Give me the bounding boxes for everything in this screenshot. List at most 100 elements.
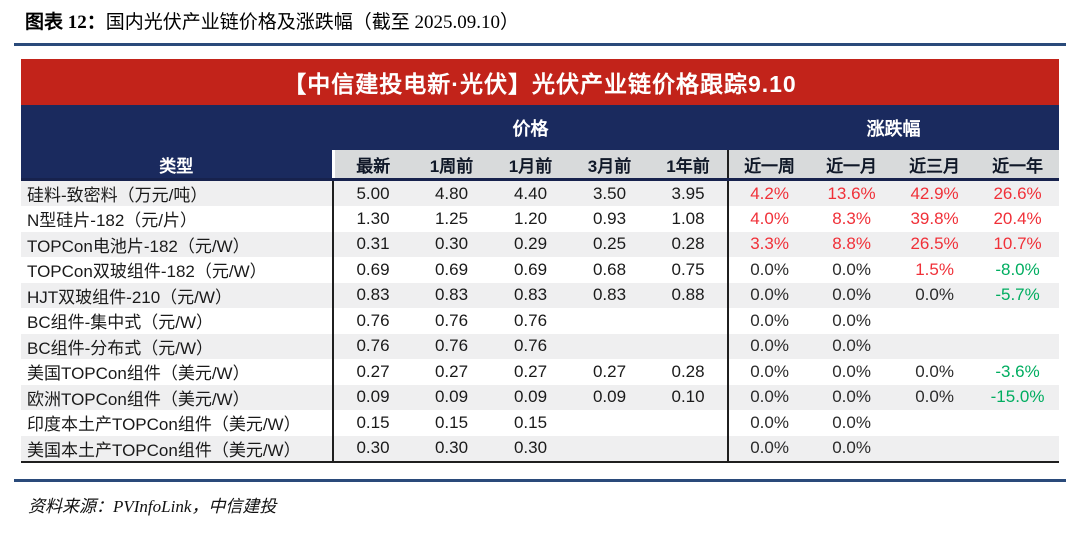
price-cell: 1.30 — [356, 208, 390, 228]
column-header-chg-1w: 近一周 — [727, 150, 811, 181]
price-cell: 0.83 — [592, 285, 627, 305]
price-cell — [649, 410, 728, 436]
change-cell: 0.0% — [727, 257, 811, 283]
price-cell: 0.75 — [671, 259, 705, 279]
change-cell: 0.0% — [832, 361, 871, 381]
pv-price-table: 价格 涨跌幅 类型 最新 1周前 1月前 3月前 1年前 近一周 近一月 近三月… — [21, 105, 1060, 463]
column-header-chg-1y: 近一年 — [976, 150, 1060, 181]
row-label: N型硅片-182（元/片） — [21, 206, 334, 232]
price-cell: 3.95 — [671, 183, 705, 203]
row-label: 美国本土产TOPCon组件（美元/W） — [21, 435, 334, 463]
table-title-banner: 【中信建投电新·光伏】光伏产业链价格跟踪9.10 — [21, 59, 1059, 105]
change-cell: 0.0% — [832, 310, 871, 330]
change-cell: 0.0% — [727, 359, 811, 385]
price-cell — [570, 435, 649, 463]
change-cell — [893, 410, 976, 436]
change-cell: 26.5% — [910, 234, 959, 254]
change-cell — [976, 435, 1060, 463]
change-cell — [976, 334, 1059, 360]
price-cell: 0.76 — [434, 336, 469, 356]
row-label: HJT双玻组件-210（元/W） — [21, 282, 334, 308]
price-cell: 1.20 — [513, 208, 548, 228]
row-label: 美国TOPCon组件（美元/W） — [21, 359, 334, 385]
change-cell: 0.0% — [915, 285, 954, 305]
price-cell — [570, 410, 649, 436]
change-cell — [893, 334, 976, 360]
table-row: 美国本土产TOPCon组件（美元/W） 0.30 0.30 0.30 0.0% … — [21, 435, 1060, 463]
change-cell: 0.0% — [810, 435, 894, 463]
price-cell: 0.09 — [434, 387, 469, 407]
group-header-row: 价格 涨跌幅 — [21, 105, 1060, 150]
table-row: BC组件-分布式（元/W） 0.76 0.76 0.76 0.0% 0.0% — [21, 333, 1060, 360]
change-cell — [976, 308, 1059, 334]
change-cell: -5.7% — [995, 285, 1040, 305]
change-cell: 0.0% — [727, 282, 811, 308]
row-label: 印度本土产TOPCon组件（美元/W） — [21, 410, 334, 436]
change-cell: -15.0% — [990, 387, 1045, 407]
table-title: 【中信建投电新·光伏】光伏产业链价格跟踪9.10 — [283, 71, 797, 97]
price-cell: 0.76 — [434, 310, 469, 330]
price-cell: 0.76 — [513, 310, 548, 330]
price-cell: 0.76 — [356, 336, 390, 356]
change-cell: 0.0% — [727, 435, 811, 463]
row-label: TOPCon电池片-182（元/W） — [21, 231, 334, 257]
price-cell: 0.15 — [356, 412, 390, 432]
row-label: BC组件-分布式（元/W） — [21, 333, 334, 359]
price-cell: 0.83 — [434, 285, 469, 305]
column-header-row: 类型 最新 1周前 1月前 3月前 1年前 近一周 近一月 近三月 近一年 — [21, 150, 1060, 181]
column-header-type: 类型 — [21, 150, 333, 181]
column-header-3m-ago: 3月前 — [570, 150, 649, 181]
price-cell: 5.00 — [356, 183, 390, 203]
source-prefix: 资料来源： — [28, 496, 113, 516]
change-cell: 0.0% — [832, 259, 871, 279]
change-cell: 8.3% — [832, 208, 871, 228]
price-cell: 3.50 — [592, 183, 627, 203]
price-cell: 0.88 — [671, 285, 705, 305]
top-rule — [14, 43, 1066, 46]
price-cell — [649, 308, 728, 334]
price-cell: 1.25 — [434, 208, 469, 228]
table-row: TOPCon电池片-182（元/W） 0.31 0.30 0.29 0.25 0… — [21, 231, 1060, 257]
price-cell: 0.15 — [513, 412, 548, 432]
change-cell: 8.8% — [832, 234, 871, 254]
table-row: 欧洲TOPCon组件（美元/W） 0.09 0.09 0.09 0.09 0.1… — [21, 384, 1060, 410]
column-header-latest: 最新 — [331, 150, 412, 181]
price-cell: 0.28 — [671, 234, 705, 254]
price-cell: 0.27 — [513, 361, 548, 381]
change-cell: 0.0% — [832, 387, 871, 407]
price-cell — [570, 308, 649, 334]
figure-caption-label: 图表 12： — [25, 12, 106, 33]
change-cell: 0.0% — [727, 410, 811, 436]
change-cell: -3.6% — [995, 361, 1040, 381]
row-label: 硅料-致密料（万元/吨） — [21, 179, 334, 206]
change-cell: 0.0% — [832, 412, 871, 432]
price-cell: 0.93 — [592, 208, 627, 228]
change-cell: 3.3% — [727, 231, 811, 257]
change-cell: 39.8% — [910, 208, 959, 228]
group-header-type-spacer — [21, 105, 333, 150]
price-cell: 0.09 — [592, 387, 627, 407]
column-header-1y-ago: 1年前 — [649, 150, 729, 181]
change-cell: 13.6% — [827, 183, 876, 203]
column-header-1m-ago: 1月前 — [491, 150, 570, 181]
price-cell: 0.30 — [491, 435, 570, 463]
table-body: 硅料-致密料（万元/吨） 5.00 4.80 4.40 3.50 3.95 4.… — [21, 179, 1060, 463]
bottom-rule — [14, 478, 1066, 482]
price-cell: 0.27 — [434, 361, 469, 381]
change-cell: 20.4% — [993, 208, 1042, 228]
change-cell: 26.6% — [993, 183, 1042, 203]
change-cell: 0.0% — [832, 336, 871, 356]
price-cell: 0.28 — [671, 361, 705, 381]
price-cell: 0.10 — [671, 387, 705, 407]
row-label: BC组件-集中式（元/W） — [21, 308, 334, 334]
price-cell: 1.08 — [671, 208, 705, 228]
price-cell: 0.30 — [412, 435, 491, 463]
price-cell: 0.76 — [356, 310, 390, 330]
price-cell: 0.27 — [592, 361, 627, 381]
column-header-1w-ago: 1周前 — [412, 150, 491, 181]
table-row: 硅料-致密料（万元/吨） 5.00 4.80 4.40 3.50 3.95 4.… — [21, 179, 1060, 206]
price-cell — [649, 435, 729, 463]
price-cell: 0.69 — [513, 259, 548, 279]
change-cell: 0.0% — [727, 333, 811, 359]
price-cell: 0.83 — [513, 285, 548, 305]
